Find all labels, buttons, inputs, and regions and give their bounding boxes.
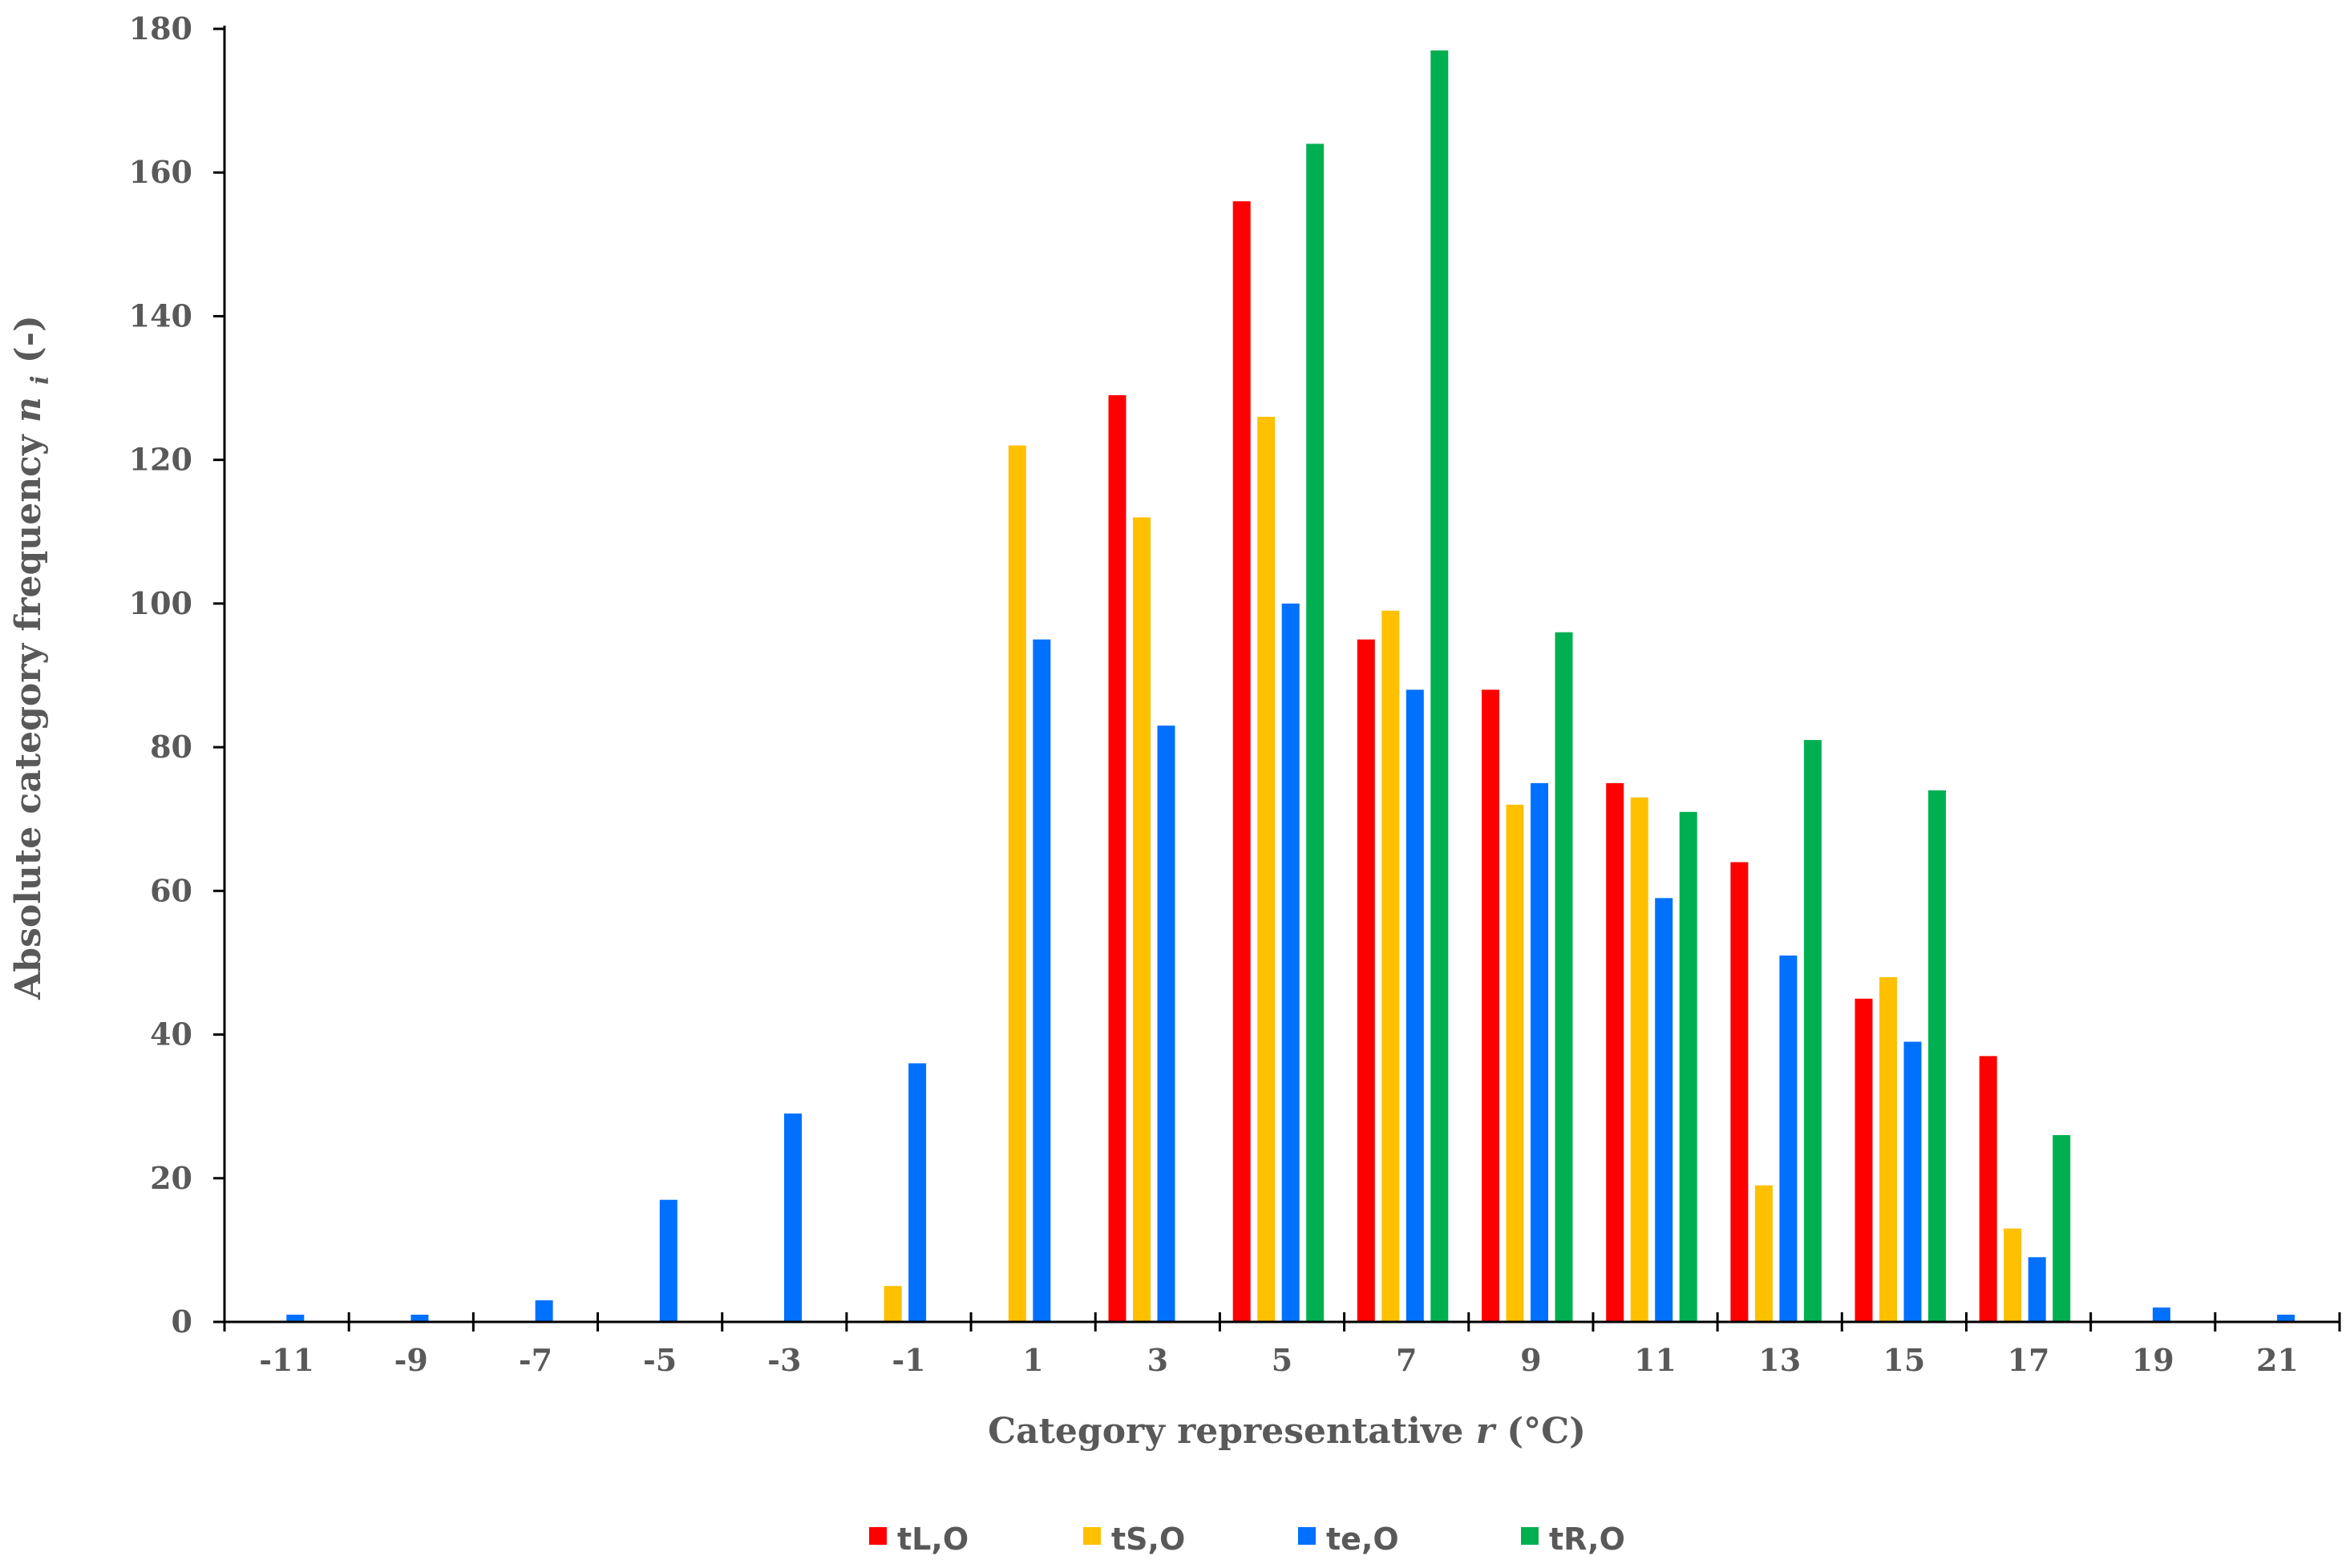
bar-tso-11 <box>1630 797 1648 1322</box>
bar-teo-9 <box>1531 782 1548 1322</box>
x-tick-label: 5 <box>1272 1342 1292 1378</box>
legend-label: te,O <box>1326 1522 1399 1557</box>
bar-tro-5 <box>1306 143 1325 1322</box>
legend-swatch <box>869 1527 887 1545</box>
x-tick-label: -3 <box>767 1342 801 1378</box>
bars <box>286 50 2295 1323</box>
bar-tso-17 <box>2004 1228 2022 1322</box>
bar-tso-13 <box>1754 1185 1773 1322</box>
bar-tlo-13 <box>1730 862 1749 1322</box>
x-tick-label: 21 <box>2256 1342 2299 1378</box>
bar-teo-11 <box>1655 898 1673 1322</box>
x-tick-label: -7 <box>519 1342 552 1378</box>
x-tick-label: -11 <box>259 1342 314 1378</box>
bar-tlo-17 <box>1979 1056 1997 1322</box>
y-tick-label: 40 <box>150 1016 192 1053</box>
bar-teo--3 <box>784 1113 802 1322</box>
bar-teo-21 <box>2277 1315 2295 1322</box>
x-tick-label: 1 <box>1022 1342 1043 1378</box>
bar-teo-19 <box>2152 1307 2170 1322</box>
bar-teo--5 <box>659 1199 677 1322</box>
bar-tro-11 <box>1679 811 1697 1322</box>
legend-swatch <box>1298 1527 1316 1545</box>
x-tick-label: 15 <box>1883 1342 1925 1378</box>
bar-tro-9 <box>1555 632 1573 1322</box>
y-tick-label: 160 <box>129 154 192 190</box>
bar-teo-1 <box>1033 639 1051 1322</box>
bar-tso--1 <box>884 1286 902 1322</box>
y-tick-label: 100 <box>129 585 192 621</box>
bar-teo-17 <box>2028 1257 2046 1322</box>
y-tick-label: 60 <box>150 872 192 908</box>
bar-tso-1 <box>1008 445 1026 1323</box>
bar-teo-5 <box>1281 603 1300 1322</box>
bar-tso-9 <box>1506 804 1524 1322</box>
x-tick-label: 3 <box>1147 1342 1168 1378</box>
x-tick-label: 19 <box>2132 1342 2174 1378</box>
y-tick-label: 0 <box>172 1303 192 1340</box>
bar-tso-15 <box>1879 976 1897 1322</box>
y-axis-title: Absolute category frequency n i (-) <box>8 315 57 1000</box>
bar-teo--11 <box>286 1315 305 1322</box>
legend-label: tS,O <box>1111 1522 1185 1557</box>
x-tick-label: 9 <box>1520 1342 1541 1378</box>
x-axis-title: Category representative r (°C) <box>988 1411 1586 1452</box>
x-tick-label: 17 <box>2008 1342 2050 1378</box>
y-tick-label: 20 <box>150 1160 192 1196</box>
bar-tso-3 <box>1133 517 1151 1322</box>
bar-teo--9 <box>411 1315 429 1322</box>
y-tick-label: 120 <box>129 442 192 478</box>
bar-tro-7 <box>1430 50 1449 1322</box>
bar-tlo-5 <box>1232 201 1251 1323</box>
bar-tro-15 <box>1928 790 1946 1322</box>
bar-tlo-15 <box>1855 998 1873 1323</box>
bar-tso-7 <box>1381 610 1400 1322</box>
bar-teo-13 <box>1779 956 1798 1322</box>
bar-tro-17 <box>2053 1135 2071 1322</box>
bar-tlo-9 <box>1482 689 1499 1322</box>
axes <box>213 26 2341 1332</box>
y-tick-label: 80 <box>150 729 192 765</box>
bar-teo-7 <box>1406 689 1424 1322</box>
x-tick-label: 13 <box>1758 1342 1801 1378</box>
legend-swatch <box>1521 1527 1539 1545</box>
x-tick-label: -5 <box>643 1342 677 1378</box>
y-tick-label: 180 <box>129 10 192 46</box>
x-tick-label: 11 <box>1634 1342 1677 1378</box>
bar-tlo-7 <box>1357 639 1375 1322</box>
x-tick-label: -1 <box>892 1342 925 1378</box>
y-tick-label: 140 <box>129 297 192 333</box>
bar-tlo-3 <box>1108 395 1126 1322</box>
legend: tL,O tS,O te,O tR,O <box>869 1522 1625 1557</box>
x-tick-label: -9 <box>394 1342 428 1378</box>
bar-tso-5 <box>1257 416 1276 1322</box>
legend-label: tR,O <box>1549 1522 1625 1557</box>
x-tick-label: 7 <box>1396 1342 1417 1378</box>
bar-teo--7 <box>535 1300 553 1322</box>
bar-tro-13 <box>1803 740 1822 1322</box>
bar-teo--1 <box>908 1063 927 1322</box>
bar-tlo-11 <box>1606 782 1624 1322</box>
legend-swatch <box>1083 1527 1101 1545</box>
bar-teo-15 <box>1903 1041 1922 1322</box>
legend-label: tL,O <box>897 1522 969 1557</box>
bar-teo-3 <box>1157 725 1175 1322</box>
